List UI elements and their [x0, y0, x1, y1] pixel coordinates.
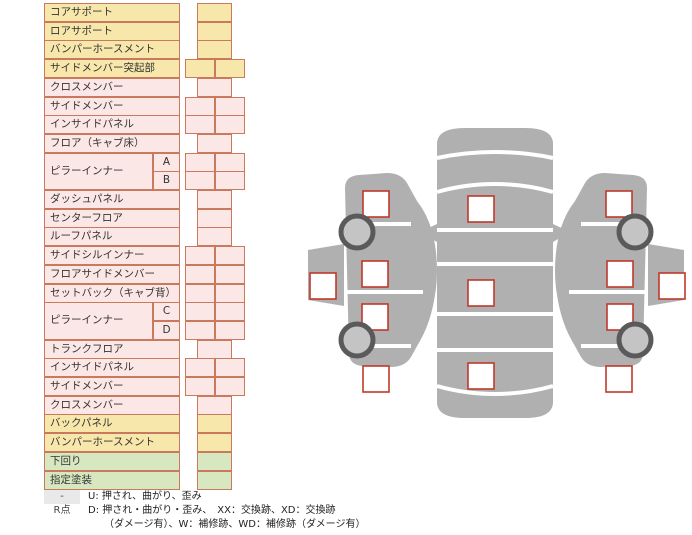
result-cell-left[interactable]: [185, 377, 215, 396]
table-row-label: ロアサポート: [44, 21, 180, 41]
result-cell-left[interactable]: [185, 171, 215, 191]
damage-marker-square[interactable]: [467, 362, 495, 390]
damage-marker-square[interactable]: [606, 260, 634, 288]
damage-marker-square[interactable]: [362, 365, 390, 393]
result-cell-left[interactable]: [185, 302, 215, 322]
table-row-label: ダッシュパネル: [44, 190, 180, 209]
table-row-label: クロスメンバー: [44, 395, 180, 415]
result-cell-right[interactable]: [215, 171, 245, 191]
result-cell-left[interactable]: [185, 152, 215, 172]
table-row-label: ルーフパネル: [44, 227, 180, 247]
table-row-label: バンパーホースメント: [44, 40, 180, 60]
result-cell[interactable]: [197, 433, 232, 453]
result-cell[interactable]: [197, 208, 232, 228]
result-cell-left[interactable]: [185, 96, 215, 116]
center-body-outline: [437, 128, 553, 418]
result-cell-right[interactable]: [215, 283, 245, 303]
wheel-marker[interactable]: [338, 213, 376, 251]
legend: - U: 押され、曲がり、歪み R点 D: 押され・曲がり・歪み、 XX：交換跡…: [44, 490, 444, 532]
table-row-label: フロア（キャブ床）: [44, 133, 180, 153]
table-row-label: 下回り: [44, 451, 180, 471]
table-row-label: ピラーインナー: [44, 302, 153, 340]
result-cell-left[interactable]: [185, 283, 215, 303]
result-cell-right[interactable]: [215, 59, 245, 79]
table-row-label: フロアサイドメンバー: [44, 264, 180, 284]
table-row-label: バンパーホースメント: [44, 433, 180, 453]
result-cell[interactable]: [197, 133, 232, 153]
result-cell[interactable]: [197, 3, 232, 22]
damage-marker-square[interactable]: [605, 190, 633, 218]
wheel-marker[interactable]: [338, 321, 376, 359]
result-cell[interactable]: [197, 339, 232, 359]
damage-marker-square[interactable]: [605, 365, 633, 393]
table-sub-label-a: A: [153, 152, 180, 172]
table-row-label: コアサポート: [44, 3, 180, 22]
result-cell[interactable]: [197, 190, 232, 209]
result-cell-left[interactable]: [185, 320, 215, 340]
legend-row-2: R点 D: 押され・曲がり・歪み、 XX：交換跡、XD：交換跡: [44, 504, 444, 518]
legend-text-2: D: 押され・曲がり・歪み、 XX：交換跡、XD：交換跡: [88, 505, 336, 516]
result-cell[interactable]: [197, 77, 232, 97]
table-sub-label-d: D: [153, 320, 180, 340]
result-cell-left[interactable]: [185, 115, 215, 135]
result-cell[interactable]: [197, 395, 232, 415]
table-row-label: ピラーインナー: [44, 152, 153, 190]
table-row-label: トランクフロア: [44, 339, 180, 359]
result-cell[interactable]: [197, 470, 232, 490]
result-cell-left[interactable]: [185, 264, 215, 284]
result-cell-left[interactable]: [185, 59, 215, 79]
result-cell[interactable]: [197, 451, 232, 471]
table-row-label: インサイドパネル: [44, 115, 180, 135]
table-row-label: 指定塗装: [44, 470, 180, 490]
result-cell-right[interactable]: [215, 320, 245, 340]
result-cell[interactable]: [197, 21, 232, 41]
center-divider-6: [436, 384, 554, 397]
result-cell-left[interactable]: [185, 246, 215, 266]
result-cell-right[interactable]: [215, 264, 245, 284]
result-cell-right[interactable]: [215, 152, 245, 172]
center-divider-0: [436, 181, 554, 194]
wheel-marker[interactable]: [616, 321, 654, 359]
damage-marker-square[interactable]: [309, 272, 337, 300]
legend-text-1: U: 押され、曲がり、歪み: [88, 491, 202, 502]
table-row-label: サイドメンバー: [44, 377, 180, 396]
result-cell-right[interactable]: [215, 377, 245, 396]
vehicle-panel-diagram: [300, 118, 692, 428]
legend-text-3: （ダメージ有）、W：補修跡、WD：補修跡（ダメージ有）: [104, 519, 366, 530]
legend-key-dash: -: [44, 490, 80, 504]
result-cell[interactable]: [197, 40, 232, 60]
damage-marker-square[interactable]: [467, 195, 495, 223]
result-cell-right[interactable]: [215, 96, 245, 116]
legend-key-rten: R点: [53, 505, 71, 516]
table-sub-label-c: C: [153, 302, 180, 322]
table-row-label: サイドシルインナー: [44, 246, 180, 266]
table-sub-label-b: B: [153, 171, 180, 191]
result-cell-right[interactable]: [215, 358, 245, 378]
center-divider-1: [436, 149, 554, 160]
table-row-label: クロスメンバー: [44, 77, 180, 97]
legend-row-1: - U: 押され、曲がり、歪み: [44, 490, 444, 504]
result-cell-right[interactable]: [215, 115, 245, 135]
result-cell-right[interactable]: [215, 302, 245, 322]
legend-row-3: （ダメージ有）、W：補修跡、WD：補修跡（ダメージ有）: [44, 518, 444, 532]
damage-marker-square[interactable]: [658, 272, 686, 300]
table-row-label: サイドメンバー突起部: [44, 59, 180, 79]
table-row-label: サイドメンバー: [44, 96, 180, 116]
table-row-label: センターフロア: [44, 208, 180, 228]
damage-marker-square[interactable]: [361, 260, 389, 288]
damage-marker-square[interactable]: [467, 279, 495, 307]
table-row-label: バックパネル: [44, 414, 180, 434]
result-cell[interactable]: [197, 414, 232, 434]
center-wing-left: [420, 224, 437, 242]
table-row-label: セットバック（キャブ背）: [44, 283, 180, 303]
result-cell[interactable]: [197, 227, 232, 247]
result-cell-right[interactable]: [215, 246, 245, 266]
result-cell-left[interactable]: [185, 358, 215, 378]
table-row-label: インサイドパネル: [44, 358, 180, 378]
damage-marker-square[interactable]: [362, 190, 390, 218]
wheel-marker[interactable]: [616, 213, 654, 251]
